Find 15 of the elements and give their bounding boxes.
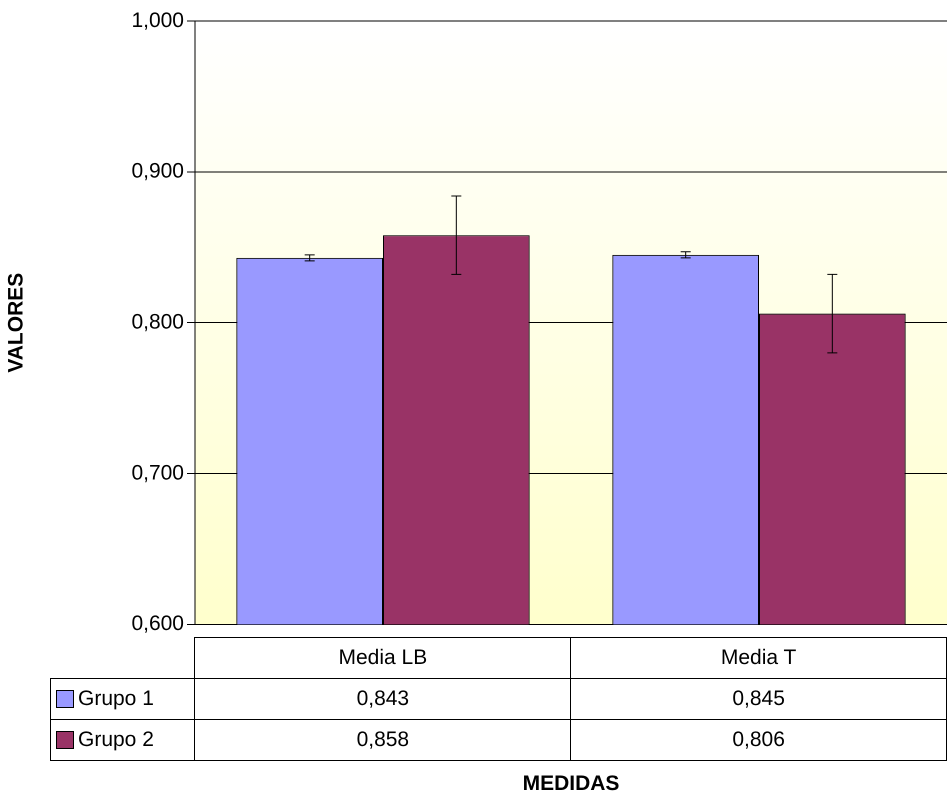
y-tick-label: 0,900 [131, 160, 184, 183]
legend-label: Grupo 1 [50, 678, 195, 720]
data-label: 0,806 [570, 720, 946, 760]
data-label: 0,843 [194, 678, 571, 720]
x-axis-title: MEDIDAS [522, 772, 620, 796]
y-tick-label: 0,600 [131, 612, 184, 636]
data-label: 0,858 [194, 720, 571, 760]
y-tick-label: 1,000 [131, 8, 184, 32]
data-label: 0,845 [570, 678, 946, 720]
y-axis-title: VALORES [4, 272, 28, 373]
y-tick-label: 0,700 [131, 461, 184, 484]
legend-label: Grupo 2 [50, 720, 195, 760]
y-tick-label: 0,800 [131, 310, 184, 334]
x-tick-label: Media LB [194, 638, 571, 678]
x-tick-label: Media T [570, 638, 946, 678]
